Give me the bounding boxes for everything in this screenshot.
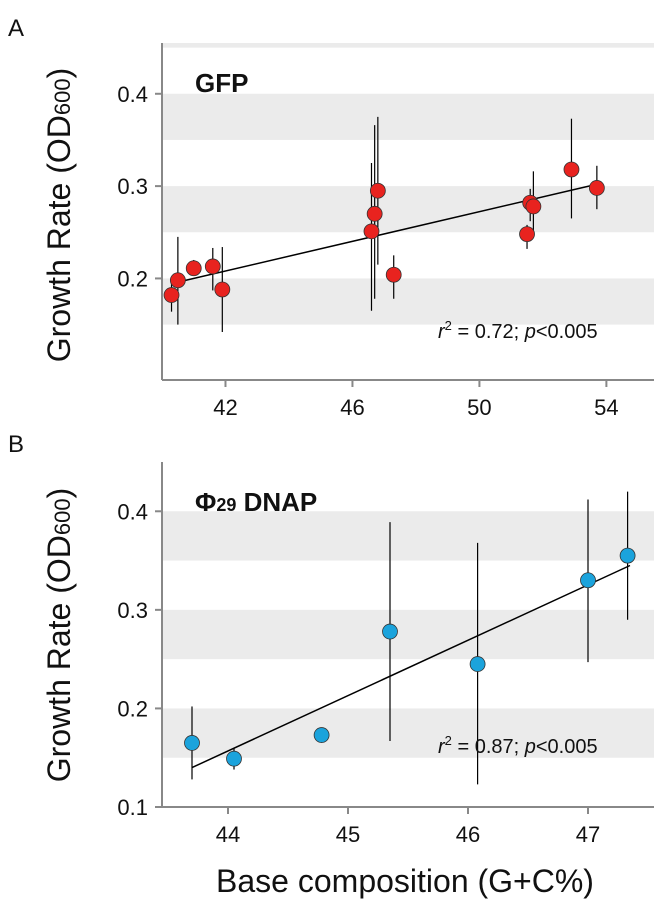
panel-b-data-point — [313, 727, 330, 743]
panel-b-stats: r2 = 0.87; p<0.005 — [438, 733, 598, 758]
panel-a: A 0.2 0.3 0.4 42 46 50 54 GFP r2 = 0.72; p<0.0… — [8, 15, 654, 420]
panel-a-stats: r2 = 0.72; p<0.005 — [438, 318, 598, 343]
panel-b-data-point — [580, 572, 596, 589]
panel-b-grid-band — [162, 511, 654, 561]
panel-a-grid-band — [162, 186, 654, 233]
shared-xlabel: Base composition (G+C%) — [216, 863, 594, 899]
panel-b-grid-band — [162, 609, 654, 660]
panel-b-plot: 0.1 0.2 0.3 0.4 44 45 46 47 — [117, 462, 654, 847]
panel-a-letter: A — [8, 15, 24, 42]
panel-a-data-point — [563, 161, 580, 178]
panel-a-data-point — [366, 205, 383, 222]
panel-b-x-tick-label: 45 — [336, 822, 360, 847]
panel-a-x-tick-label: 54 — [594, 395, 618, 420]
panel-b-ylabel: Growth Rate (OD600) — [41, 488, 77, 783]
panel-b-letter: B — [8, 431, 24, 458]
panel-a-plot: 0.2 0.3 0.4 42 46 50 54 — [117, 43, 654, 420]
panel-a-data-point — [185, 260, 202, 277]
panel-b-fit-line — [191, 564, 631, 769]
panel-a-data-point — [204, 258, 221, 275]
panel-b-x-tick-label: 47 — [576, 822, 600, 847]
panel-b: B 0.1 0.2 0.3 0.4 44 45 46 47 Φ29 DNAP r2 = 0.8… — [8, 431, 654, 847]
panel-a-y-tick-label: 0.4 — [117, 82, 148, 107]
panel-a-x-tick-label: 46 — [340, 395, 364, 420]
panel-b-data-point — [469, 656, 486, 672]
panel-a-data-point — [525, 198, 542, 215]
panel-a-data-point — [519, 226, 535, 243]
panel-b-y-tick-label: 0.2 — [117, 696, 148, 721]
panel-b-data-point — [226, 750, 242, 767]
panel-b-y-tick-label: 0.1 — [117, 795, 148, 820]
panel-b-x-tick-label: 44 — [216, 822, 240, 847]
panel-b-title: Φ29 DNAP — [195, 487, 317, 517]
panel-a-data-point — [163, 287, 180, 303]
panel-b-data-point — [619, 547, 636, 564]
panel-a-grid-band — [162, 93, 654, 140]
panel-b-grid-band — [162, 708, 654, 758]
panel-a-data-point — [385, 266, 402, 283]
panel-a-x-tick-label: 42 — [213, 395, 237, 420]
panel-a-ylabel: Growth Rate (OD600) — [41, 68, 77, 363]
panel-a-data-point — [588, 180, 605, 196]
panel-b-data-point — [382, 623, 398, 640]
panel-b-y-tick-label: 0.4 — [117, 499, 148, 524]
panel-a-y-tick-label: 0.3 — [117, 174, 148, 199]
panel-a-title: GFP — [195, 68, 248, 98]
panel-b-y-tick-label: 0.3 — [117, 598, 148, 623]
panel-a-grid-band — [162, 278, 654, 325]
panel-b-data-point — [184, 735, 200, 751]
panel-a-data-point — [363, 223, 380, 240]
panel-a-data-point — [169, 272, 186, 289]
panel-a-y-tick-label: 0.2 — [117, 266, 148, 291]
panel-a-x-tick-label: 50 — [467, 395, 491, 420]
panel-b-x-tick-label: 46 — [456, 822, 480, 847]
panel-a-data-point — [369, 182, 386, 199]
panel-a-grid-band — [162, 43, 654, 48]
panel-a-data-point — [214, 281, 231, 298]
